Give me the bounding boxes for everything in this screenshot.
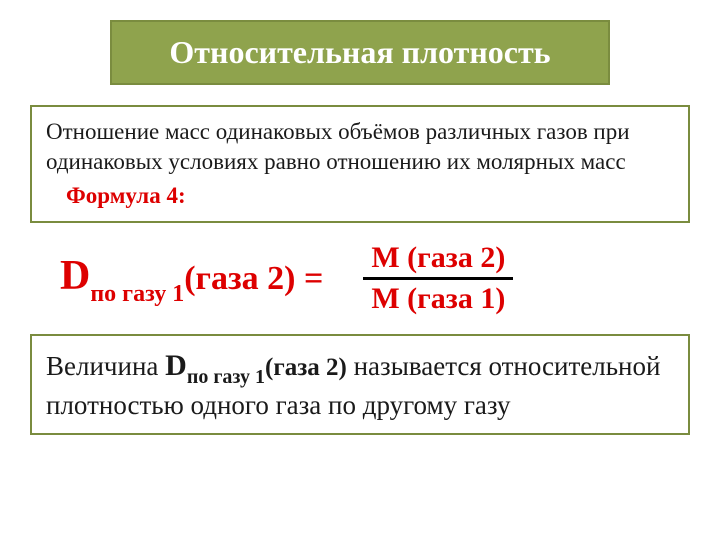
formula-sub: по газу 1 [90, 281, 184, 307]
conclusion-D: D [165, 349, 187, 382]
formula-D: D [60, 253, 90, 299]
formula-left: Dпо газу 1(газа 2) = [60, 252, 323, 304]
fraction-numerator: M (газа 2) [363, 241, 513, 277]
formula-label: Формула 4: [46, 181, 674, 211]
conclusion-box: Величина Dпо газу 1(газа 2) называется о… [30, 334, 690, 435]
conclusion-gaz2: (газа 2) [265, 354, 347, 381]
formula-fraction: M (газа 2) M (газа 1) [363, 241, 513, 316]
definition-box: Отношение масс одинаковых объёмов различ… [30, 105, 690, 223]
formula-row: Dпо газу 1(газа 2) = M (газа 2) M (газа … [60, 241, 690, 316]
conclusion-sub: по газу 1 [187, 366, 265, 388]
title-text: Относительная плотность [169, 34, 550, 70]
fraction-denominator: M (газа 1) [363, 280, 513, 316]
page-title: Относительная плотность [110, 20, 610, 85]
formula-arg-eq: (газа 2) = [184, 260, 323, 297]
conclusion-prefix: Величина [46, 351, 165, 381]
definition-text: Отношение масс одинаковых объёмов различ… [46, 119, 630, 174]
